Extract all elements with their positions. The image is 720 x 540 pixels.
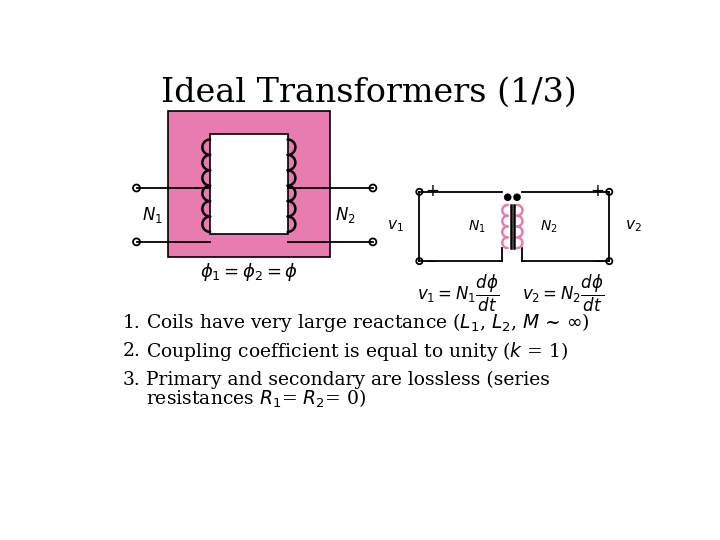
- Bar: [210, 134, 287, 234]
- Text: $v_2$: $v_2$: [625, 219, 642, 234]
- Text: resistances $R_1$= $R_2$= 0): resistances $R_1$= $R_2$= 0): [145, 388, 366, 410]
- Text: $\phi_1 = \phi_2 = \phi$: $\phi_1 = \phi_2 = \phi$: [199, 261, 298, 283]
- Text: $v_1$: $v_1$: [387, 219, 404, 234]
- Circle shape: [514, 194, 520, 200]
- Text: $N_2$: $N_2$: [539, 218, 557, 235]
- Text: +: +: [425, 182, 438, 200]
- Text: $N_1$: $N_1$: [467, 218, 485, 235]
- Text: 3.: 3.: [122, 371, 140, 389]
- Text: +: +: [590, 182, 604, 200]
- Text: Ideal Transformers (1/3): Ideal Transformers (1/3): [161, 76, 577, 109]
- Text: Coupling coefficient is equal to unity ($k$ = 1): Coupling coefficient is equal to unity (…: [145, 340, 568, 363]
- Circle shape: [505, 194, 510, 200]
- Text: −: −: [425, 254, 438, 269]
- Text: $N_1$: $N_1$: [142, 205, 163, 225]
- Text: Primary and secondary are lossless (series: Primary and secondary are lossless (seri…: [145, 370, 549, 389]
- Text: $v_2 = N_2\dfrac{d\phi}{dt}$: $v_2 = N_2\dfrac{d\phi}{dt}$: [522, 273, 604, 314]
- Bar: [168, 111, 330, 257]
- Text: 1.: 1.: [122, 314, 140, 332]
- Text: Coils have very large reactance ($L_1$, $L_2$, $M$ ~ $\infty$): Coils have very large reactance ($L_1$, …: [145, 311, 590, 334]
- Text: −: −: [591, 254, 604, 269]
- Text: 2.: 2.: [122, 342, 140, 360]
- Text: $N_2$: $N_2$: [336, 205, 356, 225]
- Text: $v_1 = N_1\dfrac{d\phi}{dt}$: $v_1 = N_1\dfrac{d\phi}{dt}$: [417, 273, 499, 314]
